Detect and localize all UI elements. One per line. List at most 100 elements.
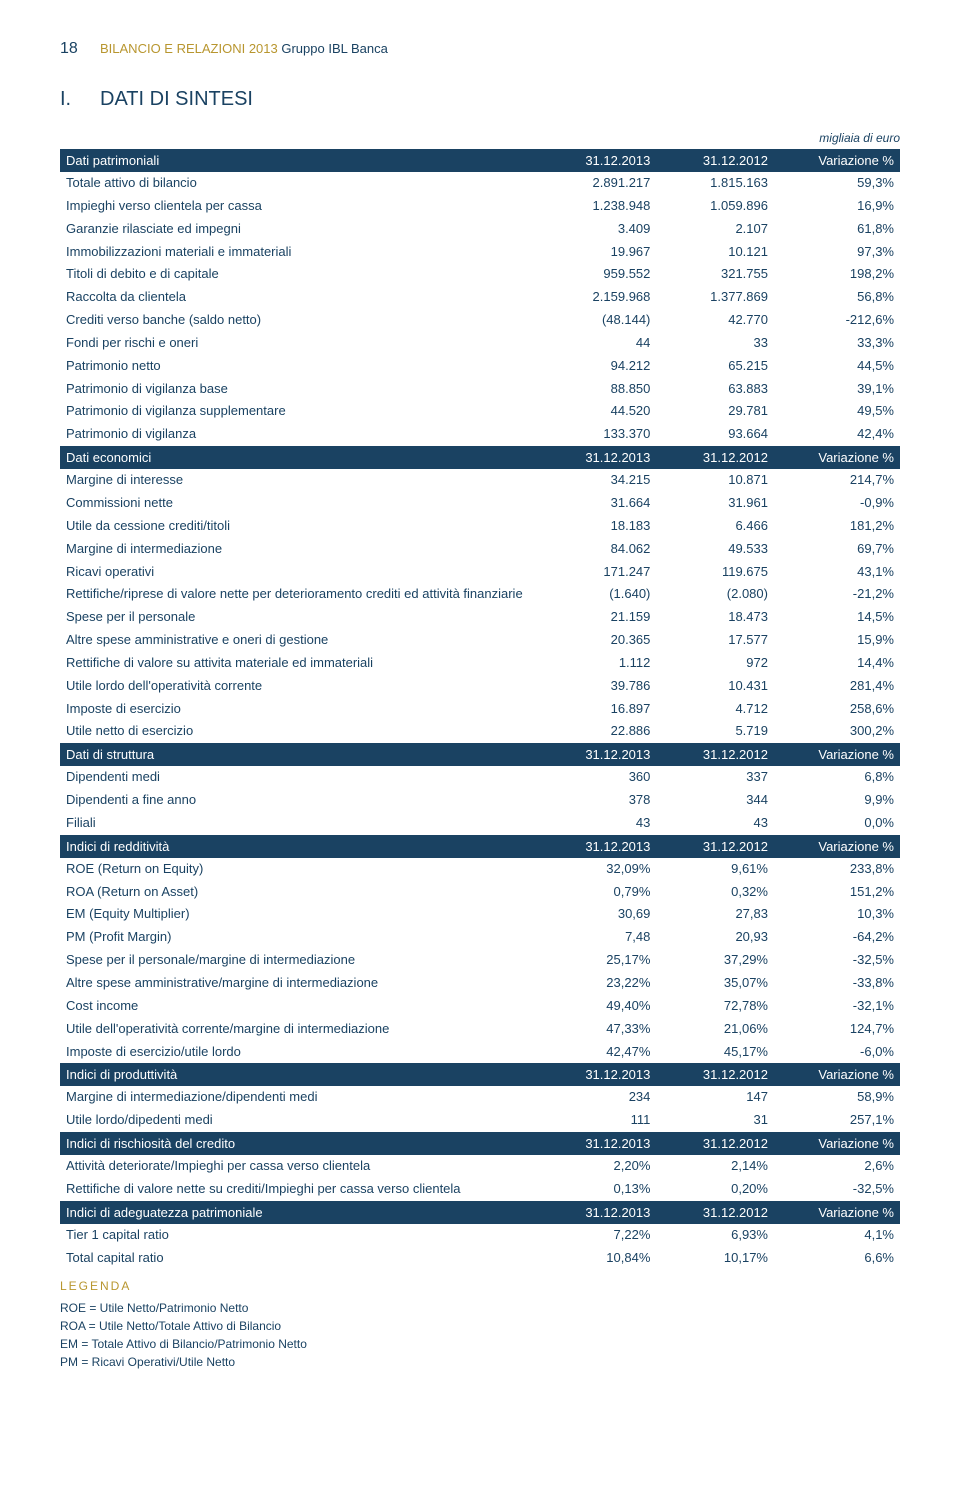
- row-value-1: 39.786: [539, 675, 657, 698]
- row-label: Fondi per rischi e oneri: [60, 332, 539, 355]
- row-value-3: 151,2%: [774, 881, 900, 904]
- row-value-1: 959.552: [539, 263, 657, 286]
- row-value-3: 257,1%: [774, 1109, 900, 1132]
- row-value-3: 61,8%: [774, 218, 900, 241]
- col-header-2: 31.12.2012: [656, 1063, 774, 1086]
- page-number: 18: [60, 40, 100, 58]
- row-value-3: 0,0%: [774, 812, 900, 835]
- row-label: Spese per il personale/margine di interm…: [60, 949, 539, 972]
- col-header-1: 31.12.2013: [539, 743, 657, 766]
- col-header-3: Variazione %: [774, 1132, 900, 1155]
- row-label: Rettifiche di valore su attivita materia…: [60, 652, 539, 675]
- row-value-1: 10,84%: [539, 1247, 657, 1270]
- table-row: Total capital ratio10,84%10,17%6,6%: [60, 1247, 900, 1270]
- row-value-1: 44.520: [539, 400, 657, 423]
- row-value-3: 69,7%: [774, 538, 900, 561]
- row-value-3: 9,9%: [774, 789, 900, 812]
- row-value-2: 10.431: [656, 675, 774, 698]
- table-row: Titoli di debito e di capitale959.552321…: [60, 263, 900, 286]
- row-value-2: 10.121: [656, 241, 774, 264]
- col-header-2: 31.12.2012: [656, 835, 774, 858]
- row-label: Tier 1 capital ratio: [60, 1224, 539, 1247]
- row-value-2: 20,93: [656, 926, 774, 949]
- section-name: Dati patrimoniali: [60, 149, 539, 172]
- row-value-1: (48.144): [539, 309, 657, 332]
- row-value-3: 14,4%: [774, 652, 900, 675]
- row-value-3: -33,8%: [774, 972, 900, 995]
- row-label: Utile dell'operatività corrente/margine …: [60, 1018, 539, 1041]
- row-value-2: 6.466: [656, 515, 774, 538]
- page-header: 18 BILANCIO E RELAZIONI 2013 Gruppo IBL …: [60, 40, 900, 58]
- row-value-1: 23,22%: [539, 972, 657, 995]
- row-value-3: 56,8%: [774, 286, 900, 309]
- table-row: Margine di intermediazione/dipendenti me…: [60, 1086, 900, 1109]
- row-label: Rettifiche/riprese di valore nette per d…: [60, 583, 539, 606]
- row-value-1: 16.897: [539, 698, 657, 721]
- row-value-3: 181,2%: [774, 515, 900, 538]
- row-value-1: 2.159.968: [539, 286, 657, 309]
- col-header-1: 31.12.2013: [539, 446, 657, 469]
- row-label: ROA (Return on Asset): [60, 881, 539, 904]
- row-value-2: 119.675: [656, 561, 774, 584]
- row-value-2: 17.577: [656, 629, 774, 652]
- row-value-2: 4.712: [656, 698, 774, 721]
- table-row: Attività deteriorate/Impieghi per cassa …: [60, 1155, 900, 1178]
- table-row: Rettifiche/riprese di valore nette per d…: [60, 583, 900, 606]
- section-name: Indici di adeguatezza patrimoniale: [60, 1201, 539, 1224]
- row-value-1: 84.062: [539, 538, 657, 561]
- row-value-2: 10,17%: [656, 1247, 774, 1270]
- row-label: Totale attivo di bilancio: [60, 172, 539, 195]
- section-header-row: Indici di adeguatezza patrimoniale31.12.…: [60, 1201, 900, 1224]
- row-value-3: 300,2%: [774, 720, 900, 743]
- row-value-2: 65.215: [656, 355, 774, 378]
- row-value-2: 72,78%: [656, 995, 774, 1018]
- row-value-2: 321.755: [656, 263, 774, 286]
- row-label: Imposte di esercizio/utile lordo: [60, 1041, 539, 1064]
- row-label: PM (Profit Margin): [60, 926, 539, 949]
- section-header-row: Indici di redditività31.12.201331.12.201…: [60, 835, 900, 858]
- col-header-2: 31.12.2012: [656, 446, 774, 469]
- table-row: Spese per il personale21.15918.47314,5%: [60, 606, 900, 629]
- row-value-3: 15,9%: [774, 629, 900, 652]
- col-header-2: 31.12.2012: [656, 1132, 774, 1155]
- row-label: Garanzie rilasciate ed impegni: [60, 218, 539, 241]
- row-value-2: 1.815.163: [656, 172, 774, 195]
- row-value-1: 2.891.217: [539, 172, 657, 195]
- row-value-3: 16,9%: [774, 195, 900, 218]
- row-value-1: 25,17%: [539, 949, 657, 972]
- table-row: Spese per il personale/margine di interm…: [60, 949, 900, 972]
- row-value-2: 42.770: [656, 309, 774, 332]
- legenda-line: EM = Totale Attivo di Bilancio/Patrimoni…: [60, 1335, 900, 1353]
- col-header-1: 31.12.2013: [539, 1063, 657, 1086]
- row-value-3: -6,0%: [774, 1041, 900, 1064]
- row-value-1: 0,79%: [539, 881, 657, 904]
- row-label: Patrimonio di vigilanza: [60, 423, 539, 446]
- row-label: Altre spese amministrative e oneri di ge…: [60, 629, 539, 652]
- row-value-2: 147: [656, 1086, 774, 1109]
- row-value-3: -32,5%: [774, 949, 900, 972]
- row-label: Attività deteriorate/Impieghi per cassa …: [60, 1155, 539, 1178]
- row-value-2: 6,93%: [656, 1224, 774, 1247]
- row-value-3: 44,5%: [774, 355, 900, 378]
- table-row: Patrimonio di vigilanza base88.85063.883…: [60, 378, 900, 401]
- row-value-1: 378: [539, 789, 657, 812]
- table-row: Utile netto di esercizio22.8865.719300,2…: [60, 720, 900, 743]
- col-header-1: 31.12.2013: [539, 149, 657, 172]
- row-value-2: 43: [656, 812, 774, 835]
- row-value-3: 14,5%: [774, 606, 900, 629]
- row-value-1: 1.112: [539, 652, 657, 675]
- row-value-1: 18.183: [539, 515, 657, 538]
- table-row: Dipendenti a fine anno3783449,9%: [60, 789, 900, 812]
- row-value-3: 214,7%: [774, 469, 900, 492]
- row-value-1: 20.365: [539, 629, 657, 652]
- row-value-1: 44: [539, 332, 657, 355]
- row-value-1: 7,48: [539, 926, 657, 949]
- row-value-3: 6,8%: [774, 766, 900, 789]
- table-row: Fondi per rischi e oneri443333,3%: [60, 332, 900, 355]
- row-value-1: 3.409: [539, 218, 657, 241]
- row-value-3: -64,2%: [774, 926, 900, 949]
- row-value-2: 5.719: [656, 720, 774, 743]
- row-value-1: 2,20%: [539, 1155, 657, 1178]
- row-value-2: 337: [656, 766, 774, 789]
- row-label: Raccolta da clientela: [60, 286, 539, 309]
